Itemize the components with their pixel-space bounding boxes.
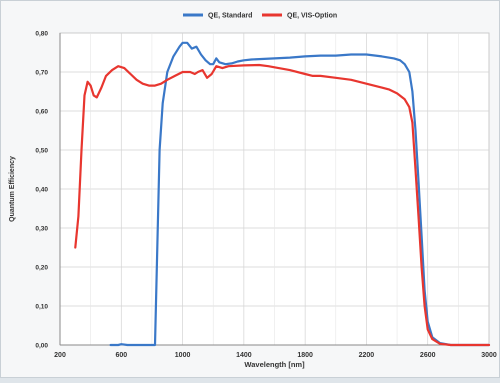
y-tick-label: 0,20 (35, 265, 48, 272)
legend-label-vis-option: QE, VIS-Option (287, 13, 337, 20)
x-axis-label: Wavelength [nm] (244, 360, 305, 369)
tick-labels: 200 600 1000 1400 1800 2200 2600 3000 0,00 0,10 0,… (35, 31, 497, 360)
x-tick-label: 1800 (297, 352, 313, 359)
y-tick-label: 0,80 (35, 31, 48, 38)
y-tick-label: 0,70 (35, 70, 48, 77)
x-tick-label: 200 (54, 352, 66, 359)
x-tick-label: 1400 (236, 352, 252, 359)
series-group (74, 41, 491, 347)
y-tick-label: 0,30 (35, 226, 48, 233)
y-axis-label: Quantum Efficiency (9, 156, 16, 222)
y-tick-label: 0,50 (35, 148, 48, 155)
x-tick-label: 2600 (420, 352, 436, 359)
x-tick-label: 3000 (481, 352, 497, 359)
series-line-standard (109, 41, 491, 347)
y-tick-label: 0,00 (35, 343, 48, 350)
legend: QE, Standard QE, VIS-Option (183, 13, 337, 20)
x-tick-label: 2200 (359, 352, 375, 359)
x-tick-label: 1000 (175, 352, 191, 359)
x-tick-label: 600 (115, 352, 127, 359)
legend-label-standard: QE, Standard (208, 13, 252, 20)
y-tick-label: 0,10 (35, 304, 48, 311)
y-tick-label: 0,60 (35, 109, 48, 116)
series-line-vis-option (74, 63, 491, 347)
y-tick-label: 0,40 (35, 187, 48, 194)
